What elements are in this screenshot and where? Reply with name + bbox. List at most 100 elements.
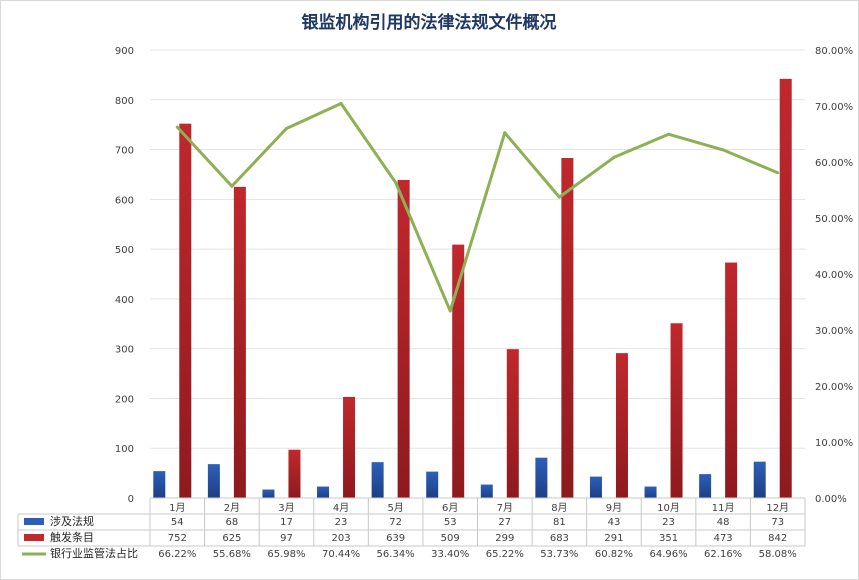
ratio-point [339, 102, 343, 106]
regulation-bar [753, 461, 766, 498]
y-right-tick: 10.00% [815, 438, 853, 449]
ratio-point [503, 131, 507, 135]
legend-key [24, 534, 44, 541]
data-label: 73 [771, 517, 784, 528]
ratio-point [612, 155, 616, 159]
ratio-point [175, 125, 179, 129]
regulation-bar [480, 484, 493, 498]
regulation-bar [207, 464, 220, 498]
trigger-bar [725, 262, 738, 498]
ratio-point [230, 184, 234, 188]
y-left-tick: 700 [115, 146, 134, 157]
x-tick-label: 1月 [169, 502, 185, 514]
trigger-bar [779, 78, 792, 499]
series-name: 银行业监管法占比 [50, 546, 138, 560]
data-label: 64.96% [649, 549, 687, 560]
x-tick-label: 5月 [387, 502, 403, 514]
regulation-bar [153, 471, 166, 498]
ratio-point [448, 309, 452, 313]
data-label: 60.82% [595, 549, 633, 560]
x-tick-label: 3月 [278, 502, 294, 514]
data-label: 97 [280, 533, 293, 544]
y-left-tick: 500 [115, 245, 134, 256]
right-axis: 0.00% 10.00% 20.00% 30.00% 40.00% 50.00% 60.00… [815, 46, 853, 505]
ratio-point [721, 148, 725, 152]
regulation-bar [317, 486, 330, 498]
ratio-point [776, 171, 780, 175]
trigger-bar [233, 186, 246, 498]
data-label: 351 [659, 533, 678, 544]
y-right-tick: 80.00% [815, 46, 853, 57]
data-label: 65.22% [486, 549, 524, 560]
data-label: 291 [604, 533, 623, 544]
y-left-tick: 300 [115, 345, 134, 356]
x-tick-label: 12月 [766, 502, 789, 514]
trigger-bar [615, 353, 628, 498]
series-name: 涉及法规 [50, 514, 94, 528]
legend-key [24, 518, 44, 525]
data-label: 27 [498, 517, 511, 528]
x-tick-label: 6月 [442, 502, 458, 514]
ratio-point [667, 132, 671, 136]
regulation-bar [262, 489, 275, 498]
series-name: 触发条目 [50, 530, 94, 544]
trigger-bar [561, 158, 574, 499]
data-label: 509 [441, 533, 460, 544]
data-label: 683 [550, 533, 569, 544]
regulation-bar [426, 471, 439, 498]
data-label: 473 [714, 533, 733, 544]
data-label: 68 [226, 517, 239, 528]
data-label: 55.68% [213, 549, 251, 560]
data-label: 62.16% [704, 549, 742, 560]
regulation-bar [535, 457, 548, 498]
data-label: 23 [662, 517, 675, 528]
regulation-bar [589, 476, 602, 498]
y-left-tick: 100 [115, 444, 134, 455]
data-label: 752 [168, 533, 187, 544]
x-tick-label: 11月 [712, 502, 735, 514]
data-label: 625 [222, 533, 241, 544]
data-label: 842 [768, 533, 787, 544]
y-right-tick: 0.00% [815, 494, 847, 505]
data-label: 203 [331, 533, 350, 544]
y-right-tick: 30.00% [815, 326, 853, 337]
trigger-bar [397, 179, 410, 499]
x-tick-label: 4月 [333, 502, 349, 514]
ratio-point [394, 180, 398, 184]
data-label: 54 [171, 517, 184, 528]
data-label: 639 [386, 533, 405, 544]
ratio-point [557, 195, 561, 199]
x-tick-label: 7月 [497, 502, 513, 514]
y-right-tick: 50.00% [815, 214, 853, 225]
trigger-bar [179, 123, 192, 498]
data-label: 23 [335, 517, 348, 528]
x-tick-label: 10月 [657, 502, 680, 514]
regulation-bar [699, 474, 712, 498]
data-label: 53 [444, 517, 457, 528]
x-tick-label: 9月 [606, 502, 622, 514]
left-axis: 0 100 200 300 400 500 600 700 800 900 [115, 46, 134, 505]
bar-series [153, 78, 792, 499]
line-series [175, 102, 780, 313]
x-tick-label: 8月 [551, 502, 567, 514]
data-label: 53.73% [540, 549, 578, 560]
trigger-bar [670, 323, 683, 498]
y-left-tick: 0 [128, 494, 134, 505]
data-label: 58.08% [759, 549, 797, 560]
y-left-tick: 200 [115, 394, 134, 405]
trigger-bar [506, 349, 519, 498]
data-label: 66.22% [158, 549, 196, 560]
regulation-bar [371, 462, 384, 498]
y-right-tick: 60.00% [815, 158, 853, 169]
ratio-point [284, 127, 288, 131]
data-label: 33.40% [431, 549, 469, 560]
y-left-tick: 400 [115, 295, 134, 306]
data-label: 81 [553, 517, 566, 528]
data-label: 43 [608, 517, 621, 528]
y-right-tick: 70.00% [815, 102, 853, 113]
data-label: 48 [717, 517, 730, 528]
trigger-bar [288, 449, 301, 498]
data-label: 72 [389, 517, 402, 528]
